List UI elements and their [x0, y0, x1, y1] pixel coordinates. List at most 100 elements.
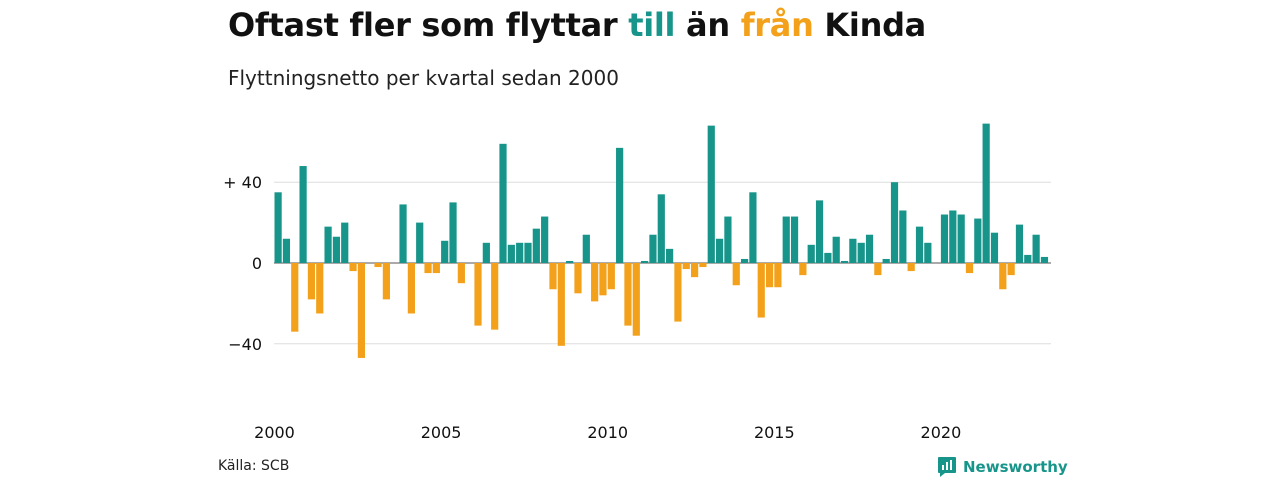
bar-2009-q4: [599, 263, 607, 296]
bar-2022-q3: [1024, 254, 1032, 263]
bar-2021-q2: [982, 123, 990, 264]
bar-2000-q3: [291, 263, 299, 332]
bar-2015-q3: [790, 216, 799, 263]
x-tick-label: 2005: [421, 423, 462, 442]
bar-2018-q3: [890, 182, 899, 263]
bar-2016-q2: [815, 200, 824, 263]
bar-2014-q4: [765, 263, 774, 288]
bar-2000-q2: [282, 238, 291, 263]
brand-logo[interactable]: Newsworthy: [937, 456, 1068, 478]
bar-2007-q3: [524, 242, 532, 263]
bar-2020-q3: [957, 214, 965, 263]
y-tick-label: 0: [252, 254, 262, 273]
bar-2015-q1: [774, 263, 782, 288]
bar-2021-q4: [999, 263, 1007, 290]
bar-2008-q1: [541, 216, 549, 263]
y-tick-label: −40: [228, 335, 262, 354]
bar-2009-q3: [591, 263, 599, 302]
bar-2019-q1: [907, 263, 915, 272]
bar-2012-q1: [674, 263, 682, 322]
bar-2011-q4: [666, 248, 674, 263]
bar-2020-q2: [949, 210, 957, 263]
brand-name: Newsworthy: [963, 458, 1068, 476]
bar-2017-q1: [840, 260, 849, 263]
bar-2003-q4: [399, 204, 407, 263]
bar-2002-q1: [341, 222, 349, 263]
x-tick-label: 2000: [254, 423, 295, 442]
bar-2010-q2: [616, 147, 624, 263]
bar-2007-q4: [532, 228, 540, 263]
bar-2000-q1: [274, 192, 282, 263]
bar-2011-q2: [649, 234, 657, 263]
bar-2016-q3: [824, 252, 832, 263]
x-tick-label: 2020: [921, 423, 962, 442]
bar-2004-q3: [424, 263, 432, 274]
bar-2006-q2: [482, 242, 490, 263]
bar-2015-q2: [782, 216, 790, 263]
bar-2012-q3: [691, 263, 699, 278]
bar-2005-q3: [457, 263, 465, 284]
bar-2005-q1: [441, 240, 449, 263]
bar-2011-q1: [641, 260, 649, 263]
bar-2001-q2: [316, 263, 324, 314]
x-tick-label: 2015: [754, 423, 795, 442]
bar-2002-q3: [357, 263, 365, 358]
bar-2013-q3: [724, 216, 732, 263]
chart-subtitle: Flyttningsnetto per kvartal sedan 2000: [228, 66, 619, 90]
bar-2012-q2: [682, 263, 690, 270]
bar-2023-q1: [1040, 256, 1049, 263]
bar-2016-q4: [832, 236, 840, 263]
bar-2005-q2: [449, 202, 457, 263]
bar-2001-q4: [332, 236, 341, 263]
bar-2010-q3: [624, 263, 632, 326]
bar-2004-q2: [416, 222, 424, 263]
bar-2008-q3: [557, 263, 565, 346]
title-till-word: till: [628, 6, 676, 44]
bar-2007-q1: [507, 244, 515, 263]
bar-2014-q3: [757, 263, 765, 318]
bar-2022-q1: [1007, 263, 1015, 276]
bar-2011-q3: [657, 194, 665, 263]
bar-2013-q4: [732, 263, 740, 286]
bar-2015-q4: [799, 263, 807, 276]
bar-2012-q4: [699, 263, 707, 268]
bar-2018-q1: [874, 263, 882, 276]
bar-2004-q4: [432, 263, 440, 274]
bar-2022-q4: [1032, 234, 1040, 263]
bar-2013-q2: [715, 238, 724, 263]
bar-2017-q2: [849, 238, 857, 263]
bar-2008-q2: [549, 263, 557, 290]
title-fran-word: från: [740, 6, 814, 44]
bar-2020-q1: [940, 214, 949, 263]
bar-2007-q2: [516, 242, 524, 263]
y-tick-label: + 40: [223, 173, 262, 192]
bar-2009-q2: [582, 234, 590, 263]
bar-2001-q1: [307, 263, 316, 300]
bar-2021-q3: [990, 232, 999, 263]
source-note: Källa: SCB: [218, 458, 290, 474]
bar-2009-q1: [574, 263, 582, 294]
bar-2001-q3: [324, 226, 332, 263]
bar-2019-q3: [924, 242, 932, 263]
bar-2022-q2: [1015, 224, 1024, 263]
bar-2003-q2: [382, 263, 390, 300]
bar-2004-q1: [407, 263, 415, 314]
bar-2017-q4: [865, 234, 874, 263]
bar-2003-q1: [374, 263, 382, 268]
bar-2010-q4: [632, 263, 640, 336]
bar-2014-q1: [740, 258, 749, 263]
bar-2006-q1: [474, 263, 482, 326]
newsworthy-logo-icon: [938, 457, 956, 477]
bar-2016-q1: [807, 244, 815, 263]
bar-2002-q2: [349, 263, 357, 272]
title-prefix: Oftast fler som flyttar: [228, 6, 629, 44]
chart-title: Oftast fler som flyttar till än från Kin…: [228, 6, 926, 44]
bar-2014-q2: [749, 192, 757, 263]
bar-2018-q4: [899, 210, 907, 263]
bar-2000-q4: [299, 166, 307, 263]
bar-2017-q3: [857, 242, 865, 263]
bar-2013-q1: [707, 125, 715, 263]
bar-2010-q1: [607, 263, 615, 290]
bar-2008-q4: [566, 260, 574, 263]
